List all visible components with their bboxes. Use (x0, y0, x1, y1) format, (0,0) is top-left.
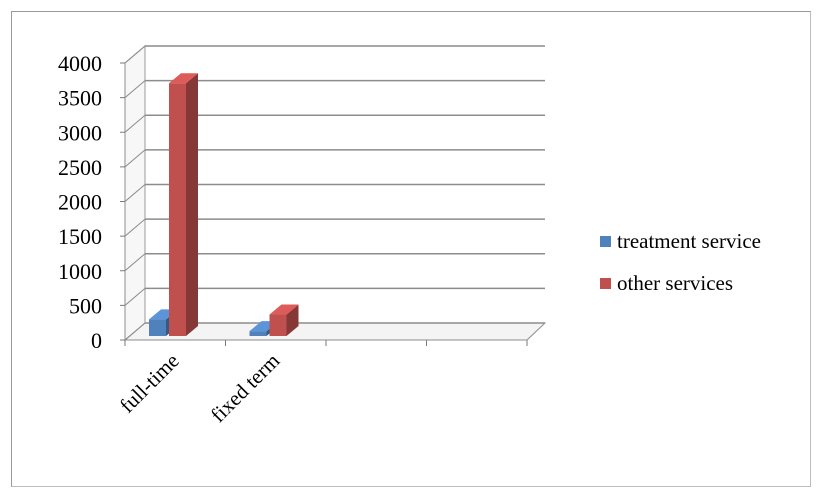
y-tick-label: 3500 (58, 86, 102, 111)
gridlines (123, 44, 547, 342)
bar-side (186, 73, 198, 337)
y-tick-label: 4000 (58, 51, 102, 76)
legend-swatch-blue (600, 235, 611, 247)
legend-item-treatment-service: treatment service (600, 220, 761, 262)
bars (149, 73, 299, 337)
bar-other-services-fixed-term (269, 304, 299, 336)
bar-front (149, 319, 166, 336)
floor-edge (526, 322, 546, 341)
gridline-side (124, 184, 146, 202)
legend-label: treatment service (617, 228, 762, 253)
bar-top (169, 73, 198, 84)
y-tick-label: 2500 (58, 155, 102, 180)
gridline-side (124, 45, 146, 64)
gridline-side (124, 114, 146, 133)
bar-front (249, 331, 267, 336)
gridline-side (124, 287, 146, 306)
legend-swatch-red (600, 277, 611, 289)
gridline-side (124, 253, 146, 272)
legend-label: other services (617, 270, 734, 295)
x-category-label: full-time (115, 349, 184, 418)
gridline-side (124, 80, 146, 99)
bar-top (269, 304, 299, 315)
legend-item-other-services: other services (600, 262, 761, 304)
y-tick-label: 3000 (58, 120, 102, 145)
bar-front (269, 314, 287, 336)
bar-other-services-full-time (169, 73, 198, 337)
y-tick-label: 1000 (58, 259, 102, 284)
gridline-side (124, 149, 146, 168)
y-tick-label: 2000 (58, 190, 102, 215)
x-axis-categories: full-time fixed term (115, 340, 528, 427)
bar-side (286, 304, 299, 336)
y-tick-label: 1500 (58, 224, 102, 249)
gridline-side (124, 322, 146, 341)
bar-front (169, 83, 186, 336)
y-axis-ticks: 0 500 1000 1500 2000 2500 3000 3500 4000 (58, 51, 125, 353)
y-tick-label: 0 (91, 328, 102, 353)
gridline-side (124, 218, 146, 237)
legend: treatment service other services (600, 220, 761, 304)
x-category-label: fixed term (206, 349, 284, 427)
chart-frame (11, 11, 811, 487)
y-tick-label: 500 (69, 293, 102, 318)
